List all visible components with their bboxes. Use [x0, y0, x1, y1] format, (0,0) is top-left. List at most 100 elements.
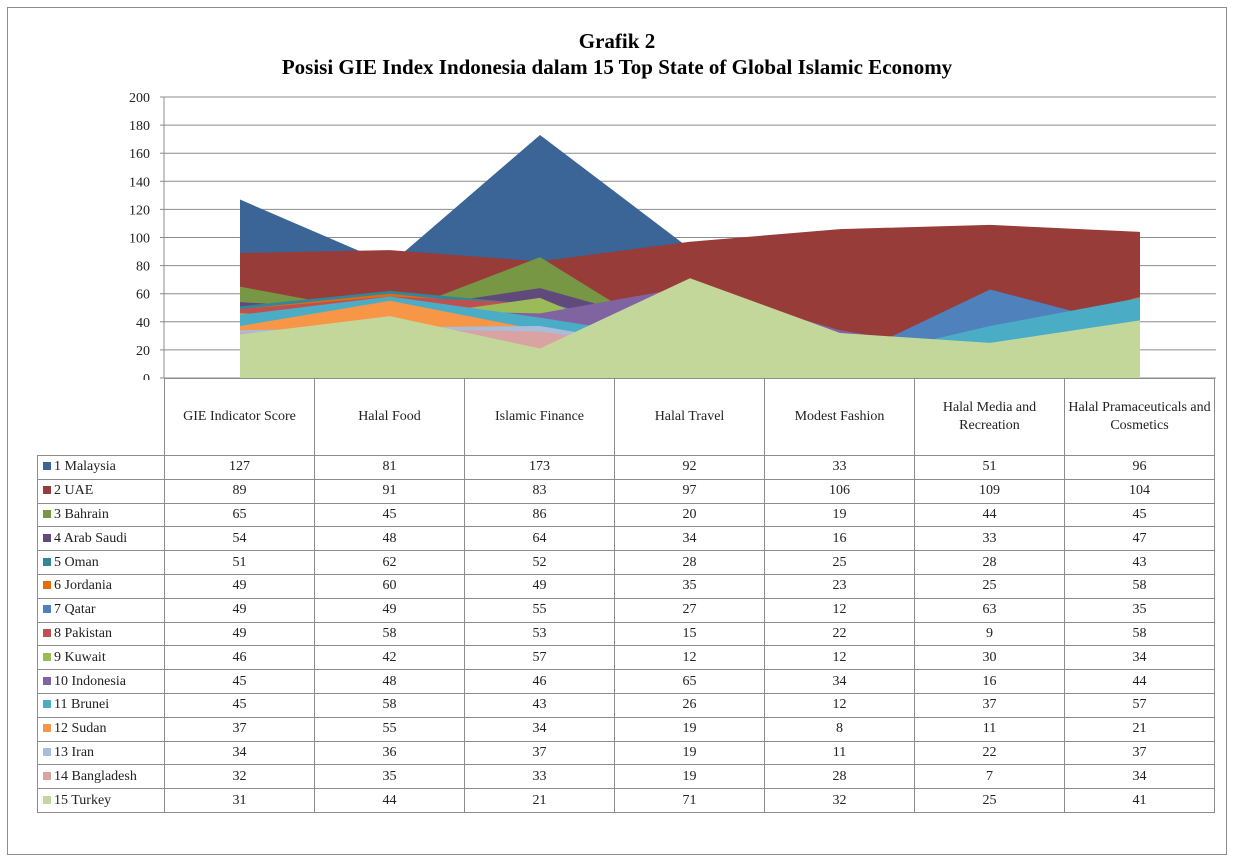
data-value-cell: 9: [914, 621, 1065, 647]
data-value-cell: 44: [314, 788, 465, 813]
data-value-cell: 22: [914, 740, 1065, 766]
data-value-cell: 19: [764, 502, 915, 528]
y-tick-label-180: 180: [129, 119, 150, 134]
data-value-cell: 34: [1064, 645, 1215, 671]
legend-entry: 8 Pakistan: [37, 621, 165, 647]
legend-label: 10 Indonesia: [54, 673, 126, 689]
data-value-cell: 42: [314, 645, 465, 671]
x-category-label: Halal Pramaceuticals and Cosmetics: [1064, 378, 1215, 456]
data-value-cell: 7: [914, 764, 1065, 790]
data-value-cell: 48: [314, 669, 465, 694]
table-row: 8 Pakistan 49 58 53 15 22 9 58: [37, 621, 1215, 647]
data-value-cell: 41: [1064, 788, 1215, 813]
data-value-cell: 12: [764, 645, 915, 671]
legend-swatch: [43, 652, 51, 661]
data-value-cell: 34: [464, 716, 615, 742]
legend-entry: 4 Arab Saudi: [37, 526, 165, 552]
table-row: 12 Sudan 37 55 34 19 8 11 21: [37, 716, 1215, 742]
data-value-cell: 58: [314, 621, 465, 647]
data-value-cell: 52: [464, 550, 615, 575]
data-value-cell: 12: [614, 645, 765, 671]
legend-swatch: [43, 462, 51, 471]
legend-label: 15 Turkey: [54, 792, 112, 808]
data-value-cell: 37: [1064, 740, 1215, 766]
data-value-cell: 12: [764, 597, 915, 623]
data-value-cell: 30: [914, 645, 1065, 671]
data-value-cell: 34: [764, 669, 915, 694]
data-value-cell: 21: [1064, 716, 1215, 742]
legend-entry: 6 Jordania: [37, 573, 165, 599]
legend-label: 12 Sudan: [54, 721, 107, 737]
legend-swatch: [43, 533, 51, 542]
table-row: 9 Kuwait 46 42 57 12 12 30 34: [37, 645, 1215, 671]
data-value-cell: 91: [314, 478, 465, 504]
legend-label: 5 Oman: [54, 554, 99, 570]
data-value-cell: 16: [764, 526, 915, 552]
legend-label: 9 Kuwait: [54, 649, 106, 665]
data-value-cell: 37: [164, 716, 315, 742]
data-value-cell: 55: [314, 716, 465, 742]
data-value-cell: 19: [614, 716, 765, 742]
x-category-label: Halal Food: [314, 378, 465, 456]
legend-entry: 1 Malaysia: [37, 455, 165, 480]
data-value-cell: 44: [1064, 669, 1215, 694]
data-value-cell: 19: [614, 740, 765, 766]
x-category-label: Halal Media and Recreation: [914, 378, 1065, 456]
data-value-cell: 64: [464, 526, 615, 552]
data-value-cell: 11: [914, 716, 1065, 742]
table-row: 14 Bangladesh 32 35 33 19 28 7 34: [37, 764, 1215, 790]
data-value-cell: 22: [764, 621, 915, 647]
legend-entry: 7 Qatar: [37, 597, 165, 623]
data-value-cell: 49: [164, 597, 315, 623]
data-value-cell: 43: [464, 692, 615, 718]
data-value-cell: 63: [914, 597, 1065, 623]
data-value-cell: 55: [464, 597, 615, 623]
table-row: 4 Arab Saudi 54 48 64 34 16 33 47: [37, 526, 1215, 552]
table-row: 2 UAE 89 91 83 97 106 109 104: [37, 478, 1215, 504]
data-value-cell: 45: [1064, 502, 1215, 528]
data-value-cell: 35: [1064, 597, 1215, 623]
table-row: 11 Brunei 45 58 43 26 12 37 57: [37, 692, 1215, 718]
legend-label: 8 Pakistan: [54, 625, 112, 641]
table-row: 13 Iran 34 36 37 19 11 22 37: [37, 740, 1215, 766]
legend-swatch: [43, 628, 51, 637]
data-value-cell: 19: [614, 764, 765, 790]
y-tick-label-120: 120: [129, 203, 150, 218]
y-tick-label-80: 80: [136, 260, 150, 275]
y-tick-label-0: 0: [143, 372, 150, 380]
legend-label: 4 Arab Saudi: [54, 530, 128, 546]
y-tick-label-160: 160: [129, 147, 150, 162]
data-value-cell: 127: [164, 455, 315, 480]
chart-subtitle: Posisi GIE Index Indonesia dalam 15 Top …: [281, 55, 953, 79]
data-value-cell: 35: [314, 764, 465, 790]
legend-entry: 10 Indonesia: [37, 669, 165, 694]
data-value-cell: 12: [764, 692, 915, 718]
y-tick-label-20: 20: [136, 344, 150, 359]
table-corner: [37, 378, 165, 456]
data-value-cell: 37: [464, 740, 615, 766]
data-value-cell: 27: [614, 597, 765, 623]
data-value-cell: 83: [464, 478, 615, 504]
data-value-cell: 31: [164, 788, 315, 813]
legend-entry: 12 Sudan: [37, 716, 165, 742]
data-value-cell: 51: [914, 455, 1065, 480]
data-value-cell: 11: [764, 740, 915, 766]
data-value-cell: 33: [914, 526, 1065, 552]
data-value-cell: 57: [1064, 692, 1215, 718]
data-value-cell: 8: [764, 716, 915, 742]
y-tick-label-200: 200: [129, 91, 150, 106]
data-value-cell: 15: [614, 621, 765, 647]
data-value-cell: 109: [914, 478, 1065, 504]
legend-swatch: [43, 509, 51, 518]
data-value-cell: 47: [1064, 526, 1215, 552]
legend-swatch: [43, 795, 51, 804]
data-value-cell: 49: [164, 573, 315, 599]
legend-label: 3 Bahrain: [54, 506, 109, 522]
legend-swatch: [43, 700, 51, 709]
data-value-cell: 45: [314, 502, 465, 528]
data-value-cell: 45: [164, 692, 315, 718]
data-value-cell: 34: [614, 526, 765, 552]
data-value-cell: 49: [464, 573, 615, 599]
table-row: 5 Oman 51 62 52 28 25 28 43: [37, 550, 1215, 575]
table-row: 6 Jordania 49 60 49 35 23 25 58: [37, 573, 1215, 599]
